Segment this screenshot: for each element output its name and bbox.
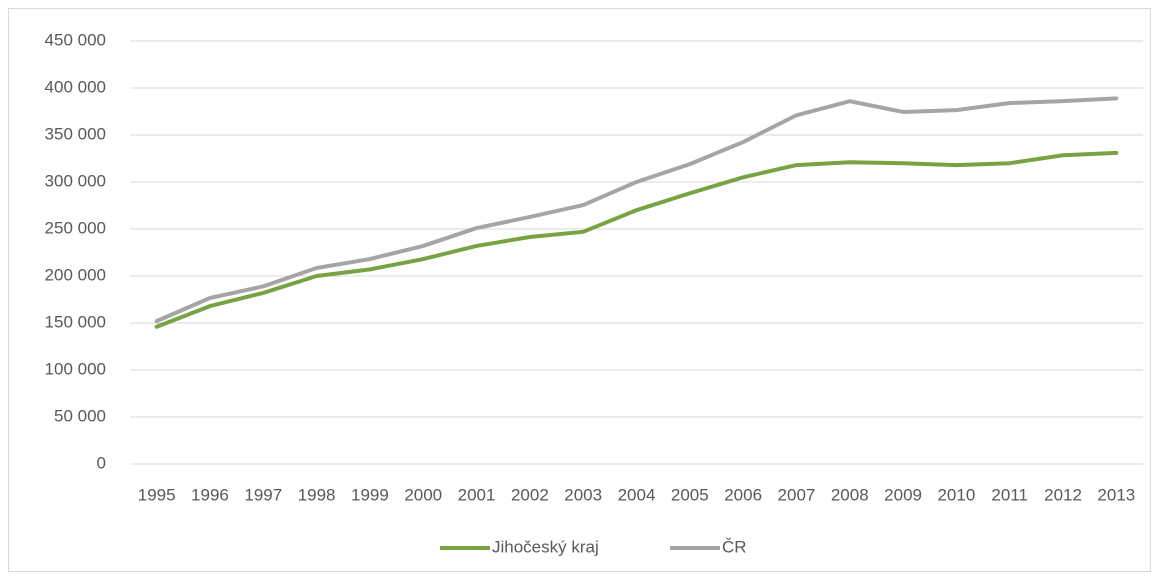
x-tick-label: 1996: [191, 485, 229, 504]
y-tick-label: 0: [97, 453, 106, 472]
x-tick-label: 2009: [884, 485, 922, 504]
y-tick-label: 50 000: [54, 406, 106, 425]
y-tick-label: 150 000: [45, 312, 106, 331]
y-tick-label: 350 000: [45, 124, 106, 143]
x-tick-label: 1998: [298, 485, 336, 504]
x-tick-label: 2011: [991, 485, 1028, 504]
x-tick-label: 2001: [458, 485, 496, 504]
x-tick-label: 2006: [724, 485, 762, 504]
x-tick-label: 2003: [564, 485, 602, 504]
x-tick-label: 2002: [511, 485, 549, 504]
x-tick-label: 1999: [351, 485, 389, 504]
y-tick-label: 100 000: [45, 359, 106, 378]
x-tick-label: 2010: [937, 485, 975, 504]
series-line: [154, 96, 1119, 324]
x-tick-label: 2000: [404, 485, 442, 504]
x-tick-label: 2008: [831, 485, 869, 504]
y-tick-label: 400 000: [45, 77, 106, 96]
chart-frame: [8, 8, 1151, 572]
y-tick-label: 200 000: [45, 265, 106, 284]
x-tick-label: 1995: [138, 485, 176, 504]
x-tick-label: 2007: [778, 485, 816, 504]
x-tick-label: 2013: [1097, 485, 1135, 504]
x-tick-label: 2005: [671, 485, 709, 504]
y-tick-label: 450 000: [45, 30, 106, 49]
x-tick-label: 2004: [618, 485, 656, 504]
legend-label: ČR: [722, 537, 747, 556]
x-tick-label: 1997: [244, 485, 282, 504]
series-line: [154, 150, 1119, 329]
y-tick-label: 250 000: [45, 218, 106, 237]
y-tick-label: 300 000: [45, 171, 106, 190]
x-tick-label: 2012: [1044, 485, 1082, 504]
legend-label: Jihočeský kraj: [492, 537, 599, 556]
